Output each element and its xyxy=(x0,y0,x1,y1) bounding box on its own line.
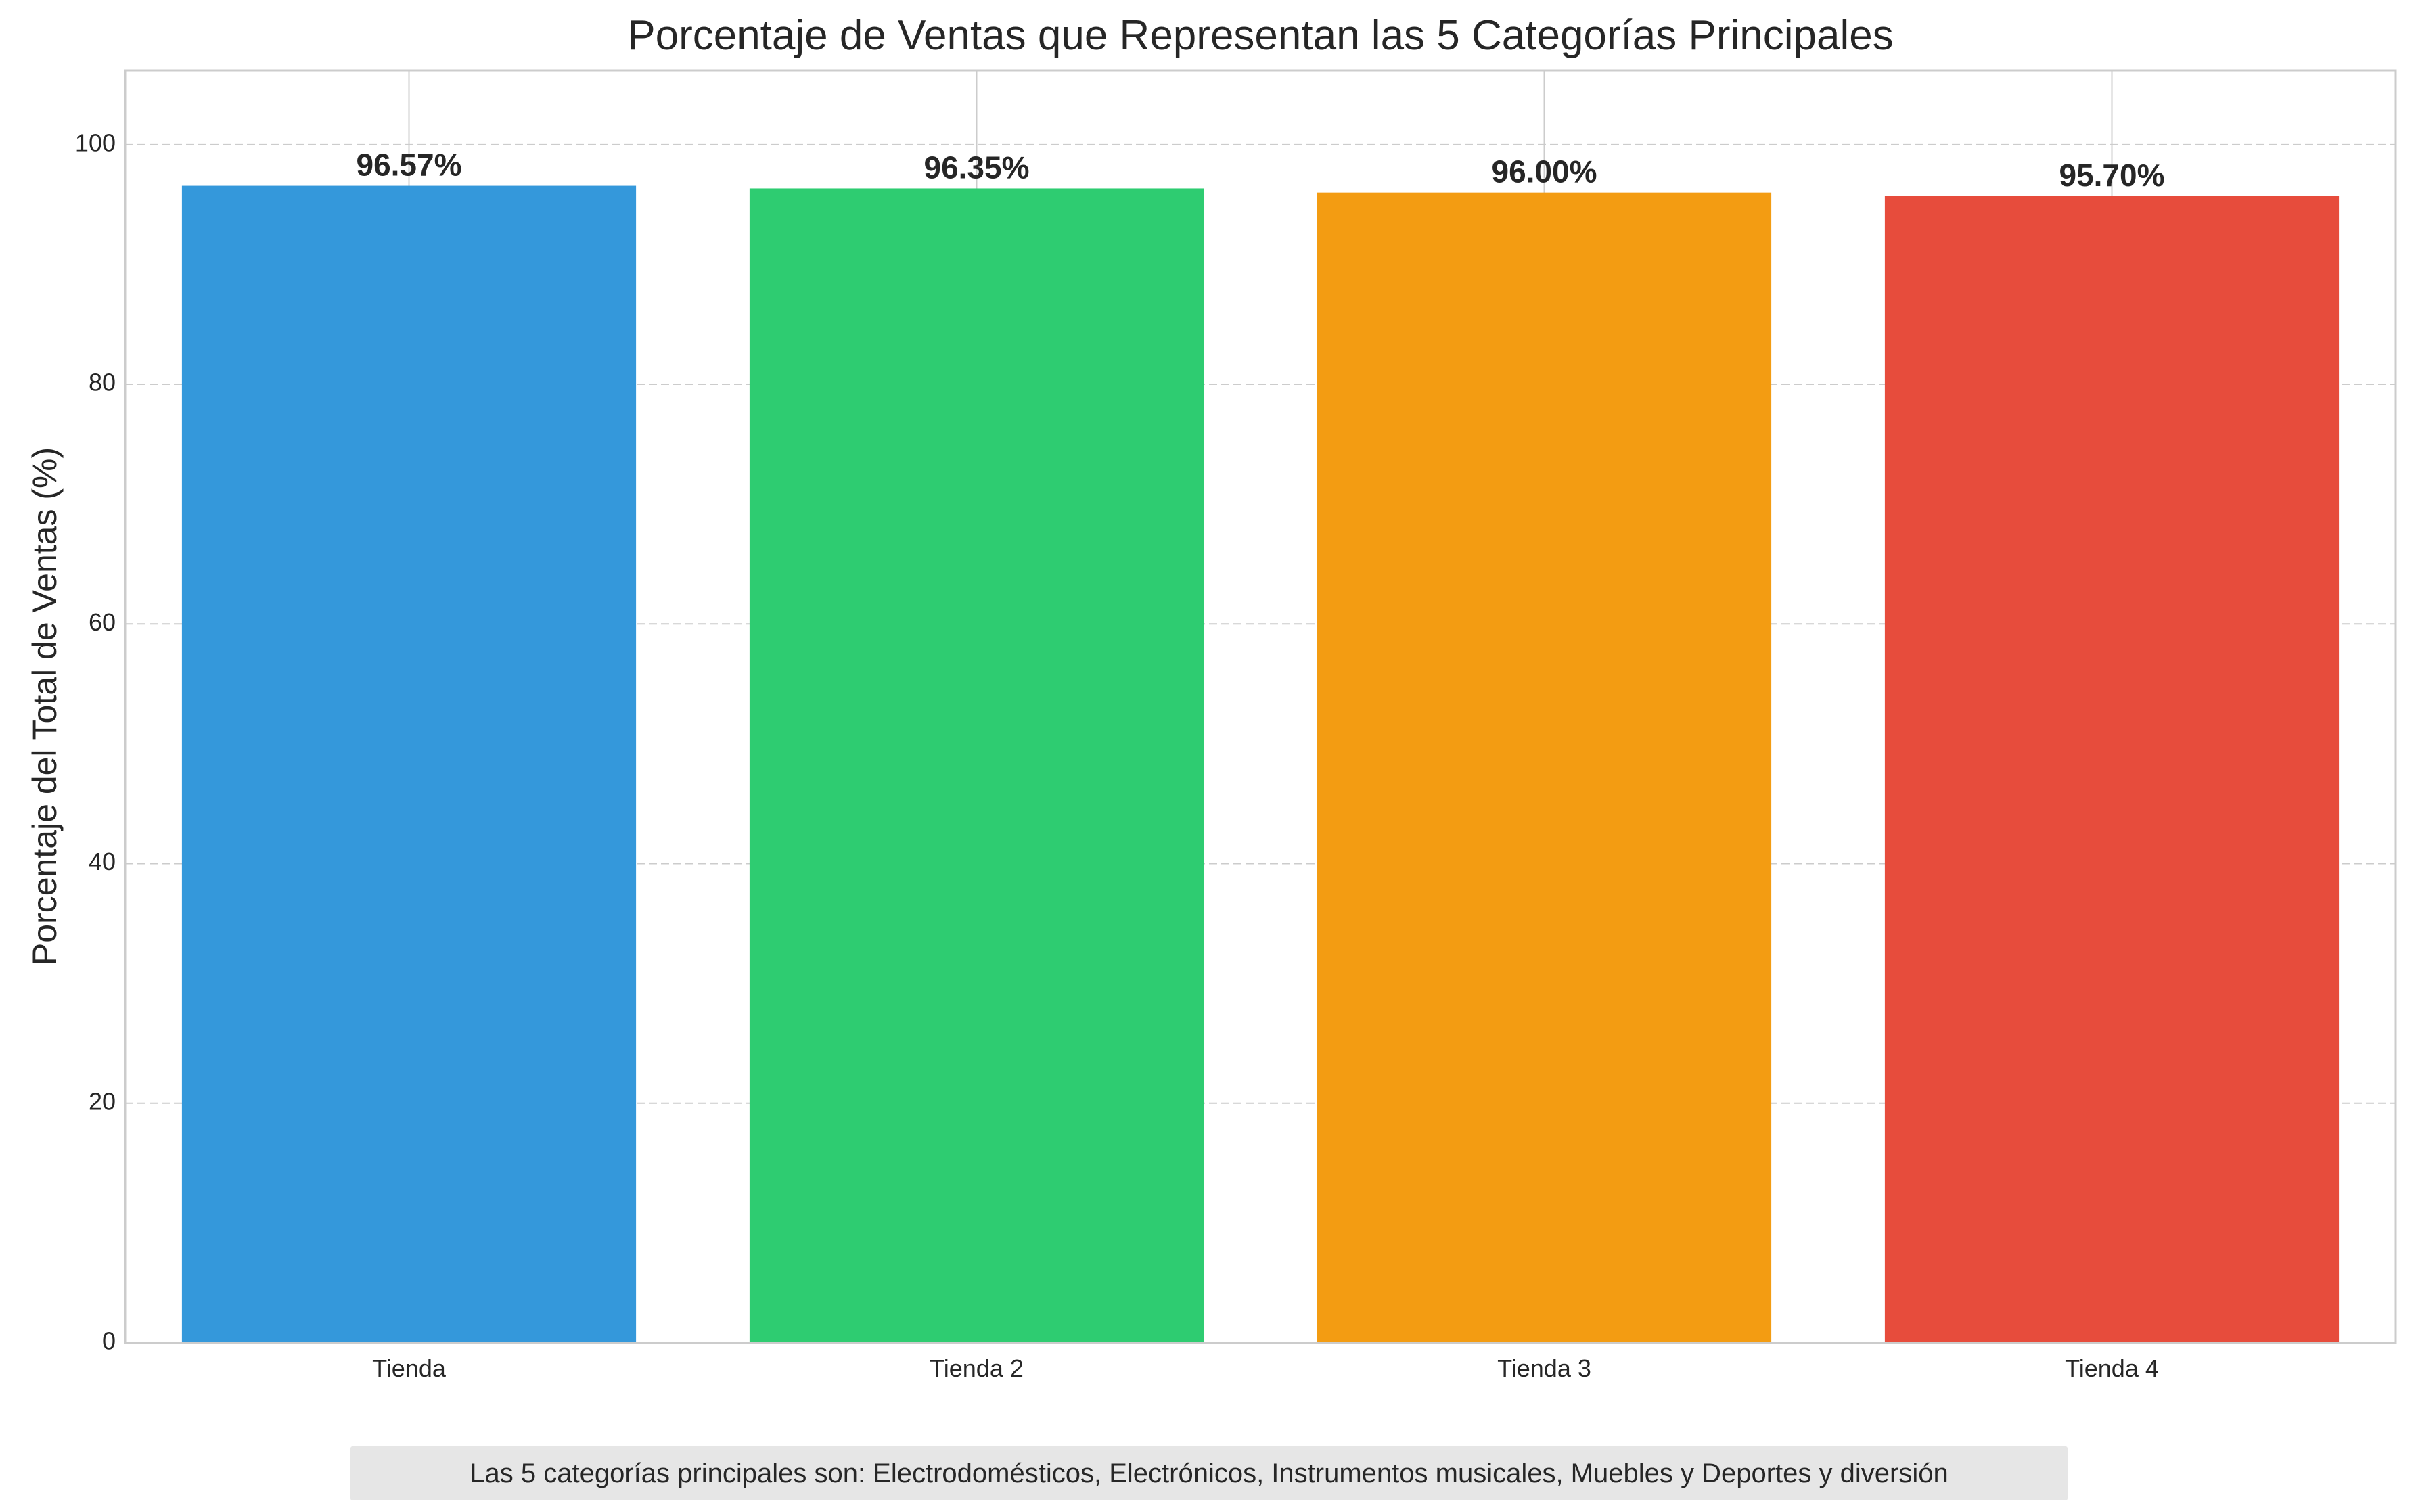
x-tick-label: Tienda 3 xyxy=(1497,1354,1591,1382)
y-tick-label: 100 xyxy=(75,129,116,156)
bar-value-label: 95.70% xyxy=(2059,158,2164,193)
bar xyxy=(181,185,637,1344)
x-tick-label: Tienda xyxy=(372,1354,447,1382)
x-tick-label: Tienda 4 xyxy=(2065,1354,2159,1382)
bar-value-label: 96.35% xyxy=(924,150,1029,185)
bar-value-label: 96.00% xyxy=(1491,154,1597,189)
footnote-text: Las 5 categorías principales son: Electr… xyxy=(470,1458,1948,1488)
x-tick-label: Tienda 2 xyxy=(930,1354,1024,1382)
y-tick-label: 20 xyxy=(89,1087,116,1115)
x-tick-labels: Tienda Tienda 2 Tienda 3 Tienda 4 xyxy=(372,1354,2159,1382)
bar xyxy=(1884,196,2340,1343)
bar-value-label: 96.57% xyxy=(356,147,461,183)
bars-layer xyxy=(181,185,2340,1344)
footnote-box: Las 5 categorías principales son: Electr… xyxy=(350,1446,2068,1500)
labels-layer: 96.57% 96.35% 96.00% 95.70% xyxy=(356,147,2164,193)
y-tick-label: 0 xyxy=(102,1327,116,1355)
bar xyxy=(749,188,1204,1343)
y-tick-labels: 0 20 40 60 80 100 xyxy=(75,129,116,1354)
y-tick-label: 60 xyxy=(89,608,116,636)
chart-title: Porcentaje de Ventas que Representan las… xyxy=(627,12,1894,59)
y-tick-label: 80 xyxy=(89,369,116,396)
y-tick-label: 40 xyxy=(89,848,116,875)
bar xyxy=(1317,192,1772,1343)
y-axis-label: Porcentaje del Total de Ventas (%) xyxy=(26,447,64,965)
plot-frame xyxy=(124,69,2397,1344)
